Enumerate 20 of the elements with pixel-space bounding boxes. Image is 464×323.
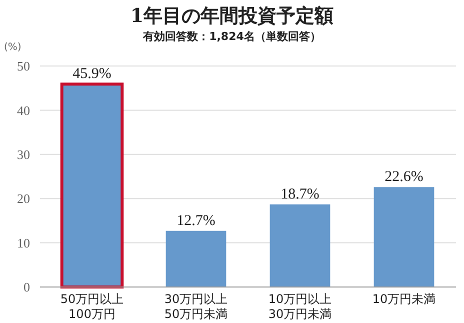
y-tick-label: 10 xyxy=(17,235,30,250)
data-label: 12.7% xyxy=(176,212,216,229)
data-label: 22.6% xyxy=(384,169,424,186)
chart-title: 1年目の年間投資予定額 xyxy=(130,5,334,27)
y-axis-title: (%) xyxy=(4,42,22,53)
bar xyxy=(166,230,226,287)
x-tick-label: 50万円以上 100万円 xyxy=(60,292,124,321)
y-tick-label: 0 xyxy=(24,280,30,295)
x-tick-label: 10万円未満 xyxy=(372,292,436,306)
data-label: 18.7% xyxy=(280,186,320,202)
x-tick-label: 10万円以上 30万円未満 xyxy=(268,292,332,321)
y-tick-label: 50 xyxy=(17,58,30,74)
bar xyxy=(270,204,330,287)
y-tick-label: 20 xyxy=(17,191,30,206)
x-tick-label: 30万円以上 50万円未満 xyxy=(164,292,228,321)
y-tick-label: 40 xyxy=(17,102,30,118)
bar xyxy=(374,187,434,287)
data-label: 45.9% xyxy=(72,66,112,82)
chart-subtitle: 有効回答数：1,824名（単数回答） xyxy=(142,30,321,43)
y-tick-label: 30 xyxy=(17,146,30,162)
